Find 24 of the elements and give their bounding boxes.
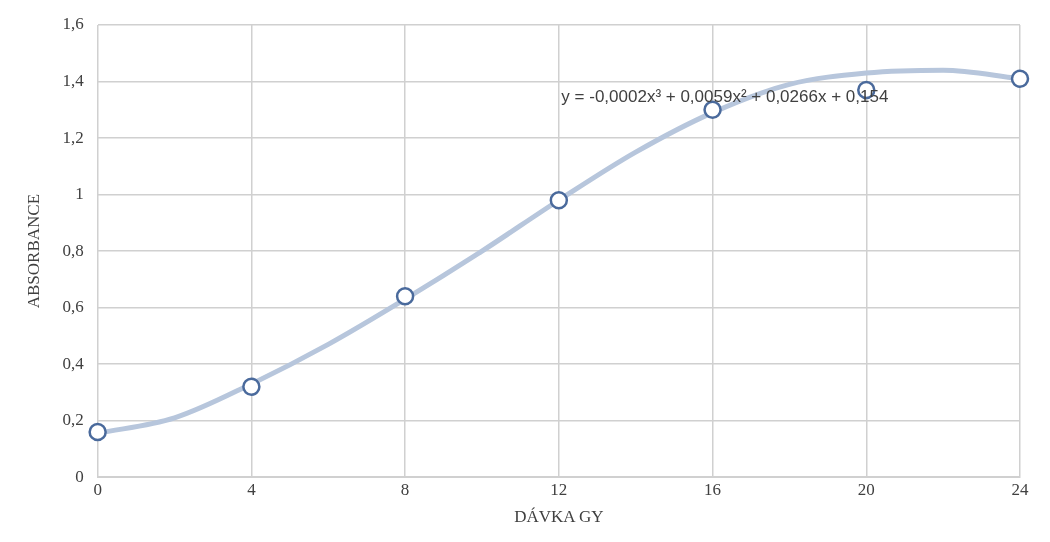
point — [242, 377, 261, 397]
x-tick-label: 12 — [550, 479, 568, 499]
point — [88, 422, 107, 442]
y-tick-label: 0 — [75, 466, 84, 486]
x-tick-label: 24 — [1011, 479, 1029, 499]
x-tick-label: 8 — [400, 479, 410, 499]
x-tick-label: 16 — [704, 479, 722, 499]
x-tick-label: 20 — [857, 479, 875, 499]
y-tick-label: 0,6 — [62, 297, 84, 317]
y-tick-label: 1,2 — [62, 127, 84, 147]
y-tick-label: 0,4 — [62, 353, 85, 373]
point — [395, 287, 415, 306]
y-tick-label: 0,2 — [62, 410, 84, 430]
x-axis-title: DÁVKA GY — [514, 507, 604, 527]
annotation: y = -0,0002x³ + 0,0059x² + 0,0266x + 0,154 — [561, 87, 889, 107]
y-tick-label: 1,6 — [62, 14, 84, 34]
x-tick-label: 0 — [93, 479, 102, 499]
x-tick-label: 4 — [247, 479, 257, 499]
point — [1010, 69, 1030, 88]
y-tick-label: 1 — [75, 184, 84, 204]
y-tick-label: 1,4 — [62, 70, 85, 90]
y-tick-label: 0,8 — [62, 240, 84, 260]
point — [549, 190, 569, 210]
y-axis-title: ABSORBANCE — [23, 193, 43, 309]
